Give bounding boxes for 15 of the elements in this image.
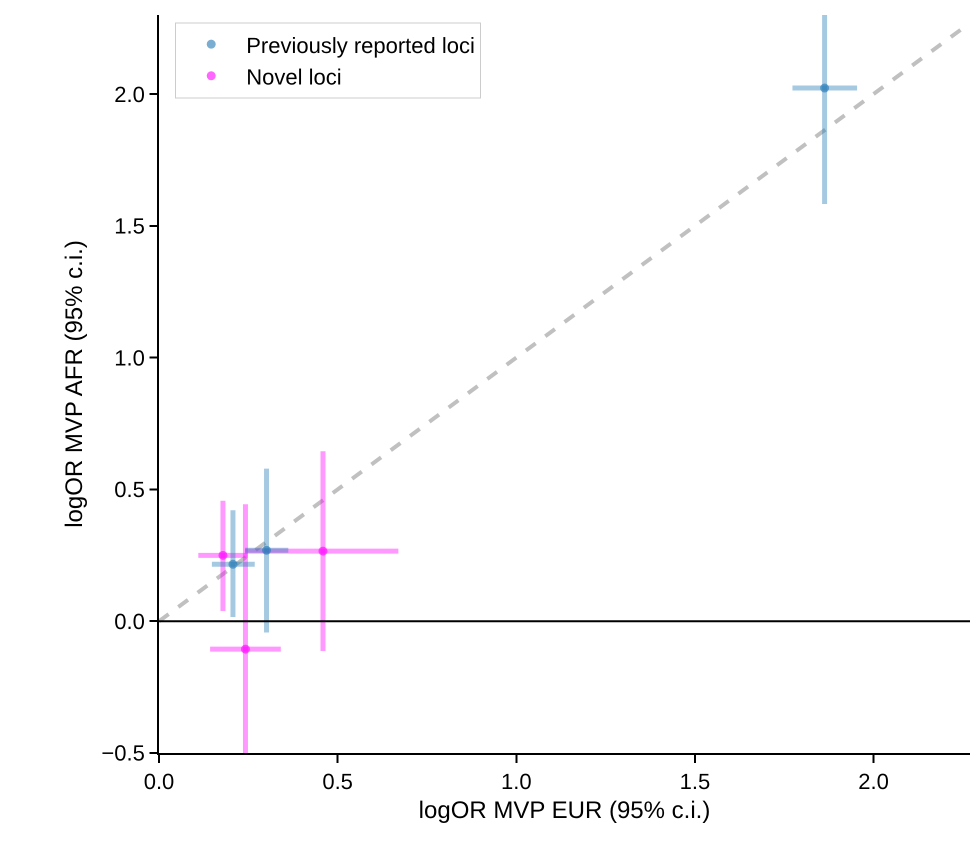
y-tick-label: 2.0 (114, 82, 145, 107)
x-tick-label: 0.0 (144, 769, 174, 794)
y-tick-label: 1.0 (114, 345, 145, 370)
legend-label: Previously reported loci (246, 32, 475, 58)
y-tick-label: 1.5 (114, 214, 145, 239)
x-tick-label: 1.5 (680, 769, 710, 794)
y-tick-label: 0.0 (114, 608, 145, 634)
legend-label: Novel loci (246, 64, 342, 90)
x-axis-title: logOR MVP EUR (95% c.i.) (418, 796, 710, 824)
x-tick-label: 2.0 (858, 769, 889, 794)
y-axis-title: logOR MVP AFR (95% c.i.) (61, 240, 88, 528)
x-tick-label: 0.5 (322, 769, 353, 794)
y-tick-label: −0.5 (101, 740, 145, 766)
y-tick-label: 0.5 (114, 477, 145, 502)
x-tick-label: 1.0 (500, 769, 532, 794)
